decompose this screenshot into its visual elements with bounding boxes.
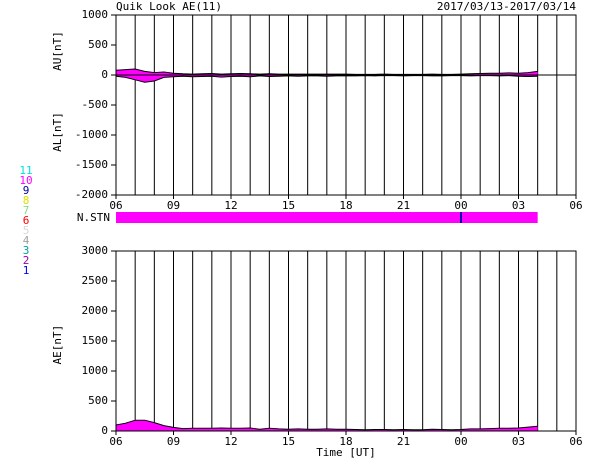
x-tick-label: 00 xyxy=(454,435,467,448)
x-tick-label: 09 xyxy=(167,199,180,212)
line xyxy=(115,68,538,75)
x-tick-label: 00 xyxy=(454,199,467,212)
y-tick-label: 3000 xyxy=(82,244,109,257)
x-tick-label: 03 xyxy=(512,435,525,448)
x-tick-label: 18 xyxy=(339,435,352,448)
x-tick-label: 06 xyxy=(569,435,582,448)
y-tick-label: -2000 xyxy=(75,188,108,201)
line xyxy=(115,75,538,83)
y-tick-label: 0 xyxy=(101,424,108,437)
station-legend: 3 xyxy=(23,244,30,257)
station-bar xyxy=(460,212,462,223)
x-tick-label: 21 xyxy=(397,435,410,448)
x-tick-label: 12 xyxy=(224,199,237,212)
x-tick-label: 15 xyxy=(282,435,295,448)
chart-title: Quik Look AE(11) xyxy=(116,0,222,13)
y-axis-label: AE[nT] xyxy=(51,325,64,365)
x-tick-label: 18 xyxy=(339,199,352,212)
y-tick-label: 1500 xyxy=(82,334,109,347)
station-legend: 8 xyxy=(23,194,30,207)
station-legend: 11 xyxy=(19,164,32,177)
y-axis-label: AL[nT] xyxy=(51,112,64,152)
station-legend: 2 xyxy=(23,254,30,267)
station-bar xyxy=(116,212,461,223)
station-legend: 4 xyxy=(23,234,30,247)
plot-frame xyxy=(115,250,577,432)
x-tick-label: 15 xyxy=(282,199,295,212)
x-tick-label: 06 xyxy=(569,199,582,212)
station-legend: 7 xyxy=(23,204,30,217)
station-legend: 6 xyxy=(23,214,30,227)
area xyxy=(116,69,538,75)
x-tick-label: 09 xyxy=(167,435,180,448)
x-tick-label: 12 xyxy=(224,435,237,448)
station-legend: 10 xyxy=(19,174,32,187)
station-legend: 5 xyxy=(23,224,30,237)
x-tick-label: 03 xyxy=(512,199,525,212)
station-label: N.STN xyxy=(77,211,110,224)
plot-frame xyxy=(115,14,577,196)
x-tick-label: 06 xyxy=(109,199,122,212)
y-tick-label: 0 xyxy=(101,68,108,81)
x-axis-label: Time [UT] xyxy=(316,446,376,459)
station-legend: 1 xyxy=(23,264,30,277)
y-tick-label: -1000 xyxy=(75,128,108,141)
y-tick-label: 2000 xyxy=(82,304,109,317)
station-legend: 9 xyxy=(23,184,30,197)
x-tick-label: 21 xyxy=(397,199,410,212)
y-tick-label: 1000 xyxy=(82,364,109,377)
y-axis-label: AU[nT] xyxy=(51,31,64,71)
station-bar xyxy=(461,212,538,223)
y-tick-label: 500 xyxy=(88,38,108,51)
y-tick-label: 500 xyxy=(88,394,108,407)
y-tick-label: 1000 xyxy=(82,8,109,21)
y-tick-label: -1500 xyxy=(75,158,108,171)
date-range: 2017/03/13-2017/03/14 xyxy=(437,0,576,13)
y-tick-label: -500 xyxy=(82,98,109,111)
y-tick-label: 2500 xyxy=(82,274,109,287)
line xyxy=(115,419,538,431)
x-tick-label: 06 xyxy=(109,435,122,448)
